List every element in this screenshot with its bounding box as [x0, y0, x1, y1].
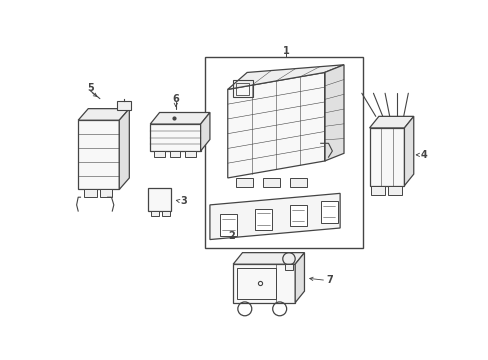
Bar — [262, 178, 279, 187]
Polygon shape — [227, 72, 324, 178]
Polygon shape — [295, 253, 304, 303]
Bar — [204, 57, 363, 248]
Text: 2: 2 — [228, 231, 235, 241]
Polygon shape — [200, 112, 209, 151]
Polygon shape — [369, 116, 413, 128]
Bar — [387, 186, 401, 195]
Bar — [233, 80, 252, 97]
Text: 1: 1 — [282, 46, 289, 56]
Bar — [237, 268, 275, 299]
Text: 6: 6 — [172, 94, 179, 104]
Bar — [236, 83, 249, 95]
Bar — [169, 151, 180, 157]
Bar — [154, 151, 164, 157]
Bar — [320, 201, 337, 222]
Text: 5: 5 — [87, 83, 94, 93]
Bar — [162, 211, 169, 216]
Bar — [289, 178, 306, 187]
Text: 4: 4 — [420, 150, 427, 160]
Polygon shape — [227, 65, 343, 89]
Bar — [220, 214, 237, 236]
Polygon shape — [119, 109, 129, 189]
Polygon shape — [369, 128, 404, 186]
Text: 3: 3 — [180, 196, 186, 206]
Bar — [117, 101, 131, 110]
Polygon shape — [150, 124, 200, 151]
Text: 7: 7 — [326, 275, 333, 285]
Bar — [289, 205, 306, 226]
Bar — [100, 189, 112, 197]
Bar — [84, 189, 97, 197]
Bar — [370, 186, 384, 195]
Bar — [285, 264, 292, 270]
Polygon shape — [78, 109, 129, 120]
Polygon shape — [324, 65, 343, 161]
Bar — [254, 209, 271, 230]
Polygon shape — [404, 116, 413, 186]
Polygon shape — [233, 253, 304, 264]
Bar — [235, 178, 252, 187]
Polygon shape — [209, 193, 340, 239]
Polygon shape — [78, 120, 119, 189]
Bar — [185, 151, 196, 157]
Polygon shape — [233, 264, 295, 303]
Bar — [148, 188, 171, 211]
Polygon shape — [150, 112, 209, 124]
Bar — [151, 211, 159, 216]
